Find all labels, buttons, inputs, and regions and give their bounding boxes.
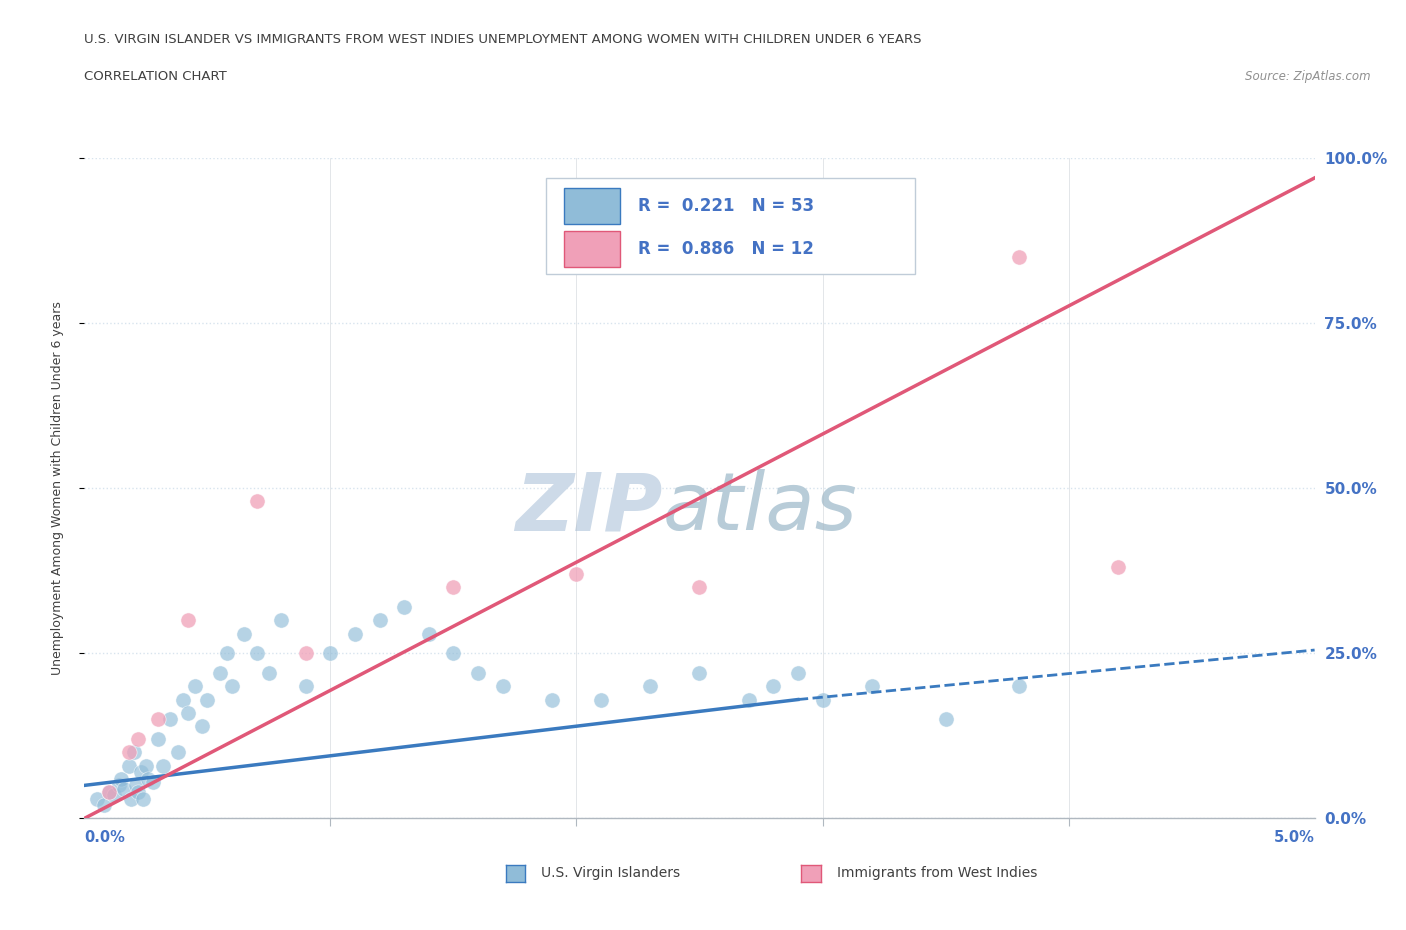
Point [344, 626, 367, 641]
Text: R =  0.886   N = 12: R = 0.886 N = 12 [638, 240, 814, 258]
Point [738, 692, 761, 707]
Point [1107, 560, 1129, 575]
Point [122, 745, 145, 760]
Point [191, 719, 214, 734]
FancyBboxPatch shape [546, 178, 915, 273]
Point [640, 679, 662, 694]
Point [368, 613, 391, 628]
Point [98, 785, 121, 800]
Point [492, 679, 515, 694]
Point [118, 758, 141, 773]
Point [762, 679, 785, 694]
Point [128, 732, 150, 747]
Point [103, 788, 125, 803]
Point [142, 775, 165, 790]
Point [120, 791, 142, 806]
Point [217, 646, 239, 661]
Point [184, 679, 207, 694]
Point [246, 646, 269, 661]
Point [418, 626, 440, 641]
Point [148, 712, 170, 727]
Point [591, 692, 613, 707]
Point [935, 712, 957, 727]
Point [689, 666, 711, 681]
Point [172, 692, 194, 707]
Text: atlas: atlas [662, 469, 858, 547]
Y-axis label: Unemployment Among Women with Children Under 6 years: Unemployment Among Women with Children U… [51, 301, 63, 675]
Point [1008, 679, 1031, 694]
Point [135, 758, 157, 773]
Point [167, 745, 190, 760]
Text: 5.0%: 5.0% [1274, 830, 1315, 844]
Point [689, 580, 711, 595]
Point [295, 679, 318, 694]
FancyBboxPatch shape [564, 231, 620, 267]
Point [860, 679, 883, 694]
Text: R =  0.221   N = 53: R = 0.221 N = 53 [638, 196, 814, 215]
Point [129, 764, 152, 779]
Point [394, 600, 416, 615]
Point [177, 613, 200, 628]
Point [208, 666, 231, 681]
Point [1008, 249, 1031, 264]
Point [98, 785, 121, 800]
Point [86, 791, 108, 806]
Point [295, 646, 318, 661]
Point [148, 732, 170, 747]
Point [108, 777, 131, 792]
Point [112, 781, 135, 796]
Point [177, 705, 200, 720]
FancyBboxPatch shape [564, 188, 620, 224]
Point [125, 777, 148, 792]
Point [132, 791, 155, 806]
Point [257, 666, 280, 681]
Point [128, 785, 150, 800]
Point [270, 613, 292, 628]
Point [159, 712, 181, 727]
Point [811, 692, 834, 707]
Point [541, 692, 564, 707]
Point [467, 666, 489, 681]
Point [110, 771, 132, 786]
Text: ZIP: ZIP [515, 469, 662, 547]
Text: Source: ZipAtlas.com: Source: ZipAtlas.com [1246, 70, 1371, 83]
Text: U.S. Virgin Islanders: U.S. Virgin Islanders [541, 866, 681, 881]
Point [787, 666, 810, 681]
Text: CORRELATION CHART: CORRELATION CHART [84, 70, 228, 83]
Point [246, 494, 269, 509]
Point [152, 758, 174, 773]
Point [565, 566, 588, 581]
Point [93, 798, 115, 813]
Point [443, 580, 465, 595]
Point [138, 771, 160, 786]
Point [197, 692, 219, 707]
Text: U.S. VIRGIN ISLANDER VS IMMIGRANTS FROM WEST INDIES UNEMPLOYMENT AMONG WOMEN WIT: U.S. VIRGIN ISLANDER VS IMMIGRANTS FROM … [84, 33, 922, 46]
Point [319, 646, 342, 661]
Text: Immigrants from West Indies: Immigrants from West Indies [837, 866, 1038, 881]
Point [118, 745, 141, 760]
Point [233, 626, 256, 641]
Point [443, 646, 465, 661]
Text: 0.0%: 0.0% [84, 830, 125, 844]
Point [221, 679, 243, 694]
